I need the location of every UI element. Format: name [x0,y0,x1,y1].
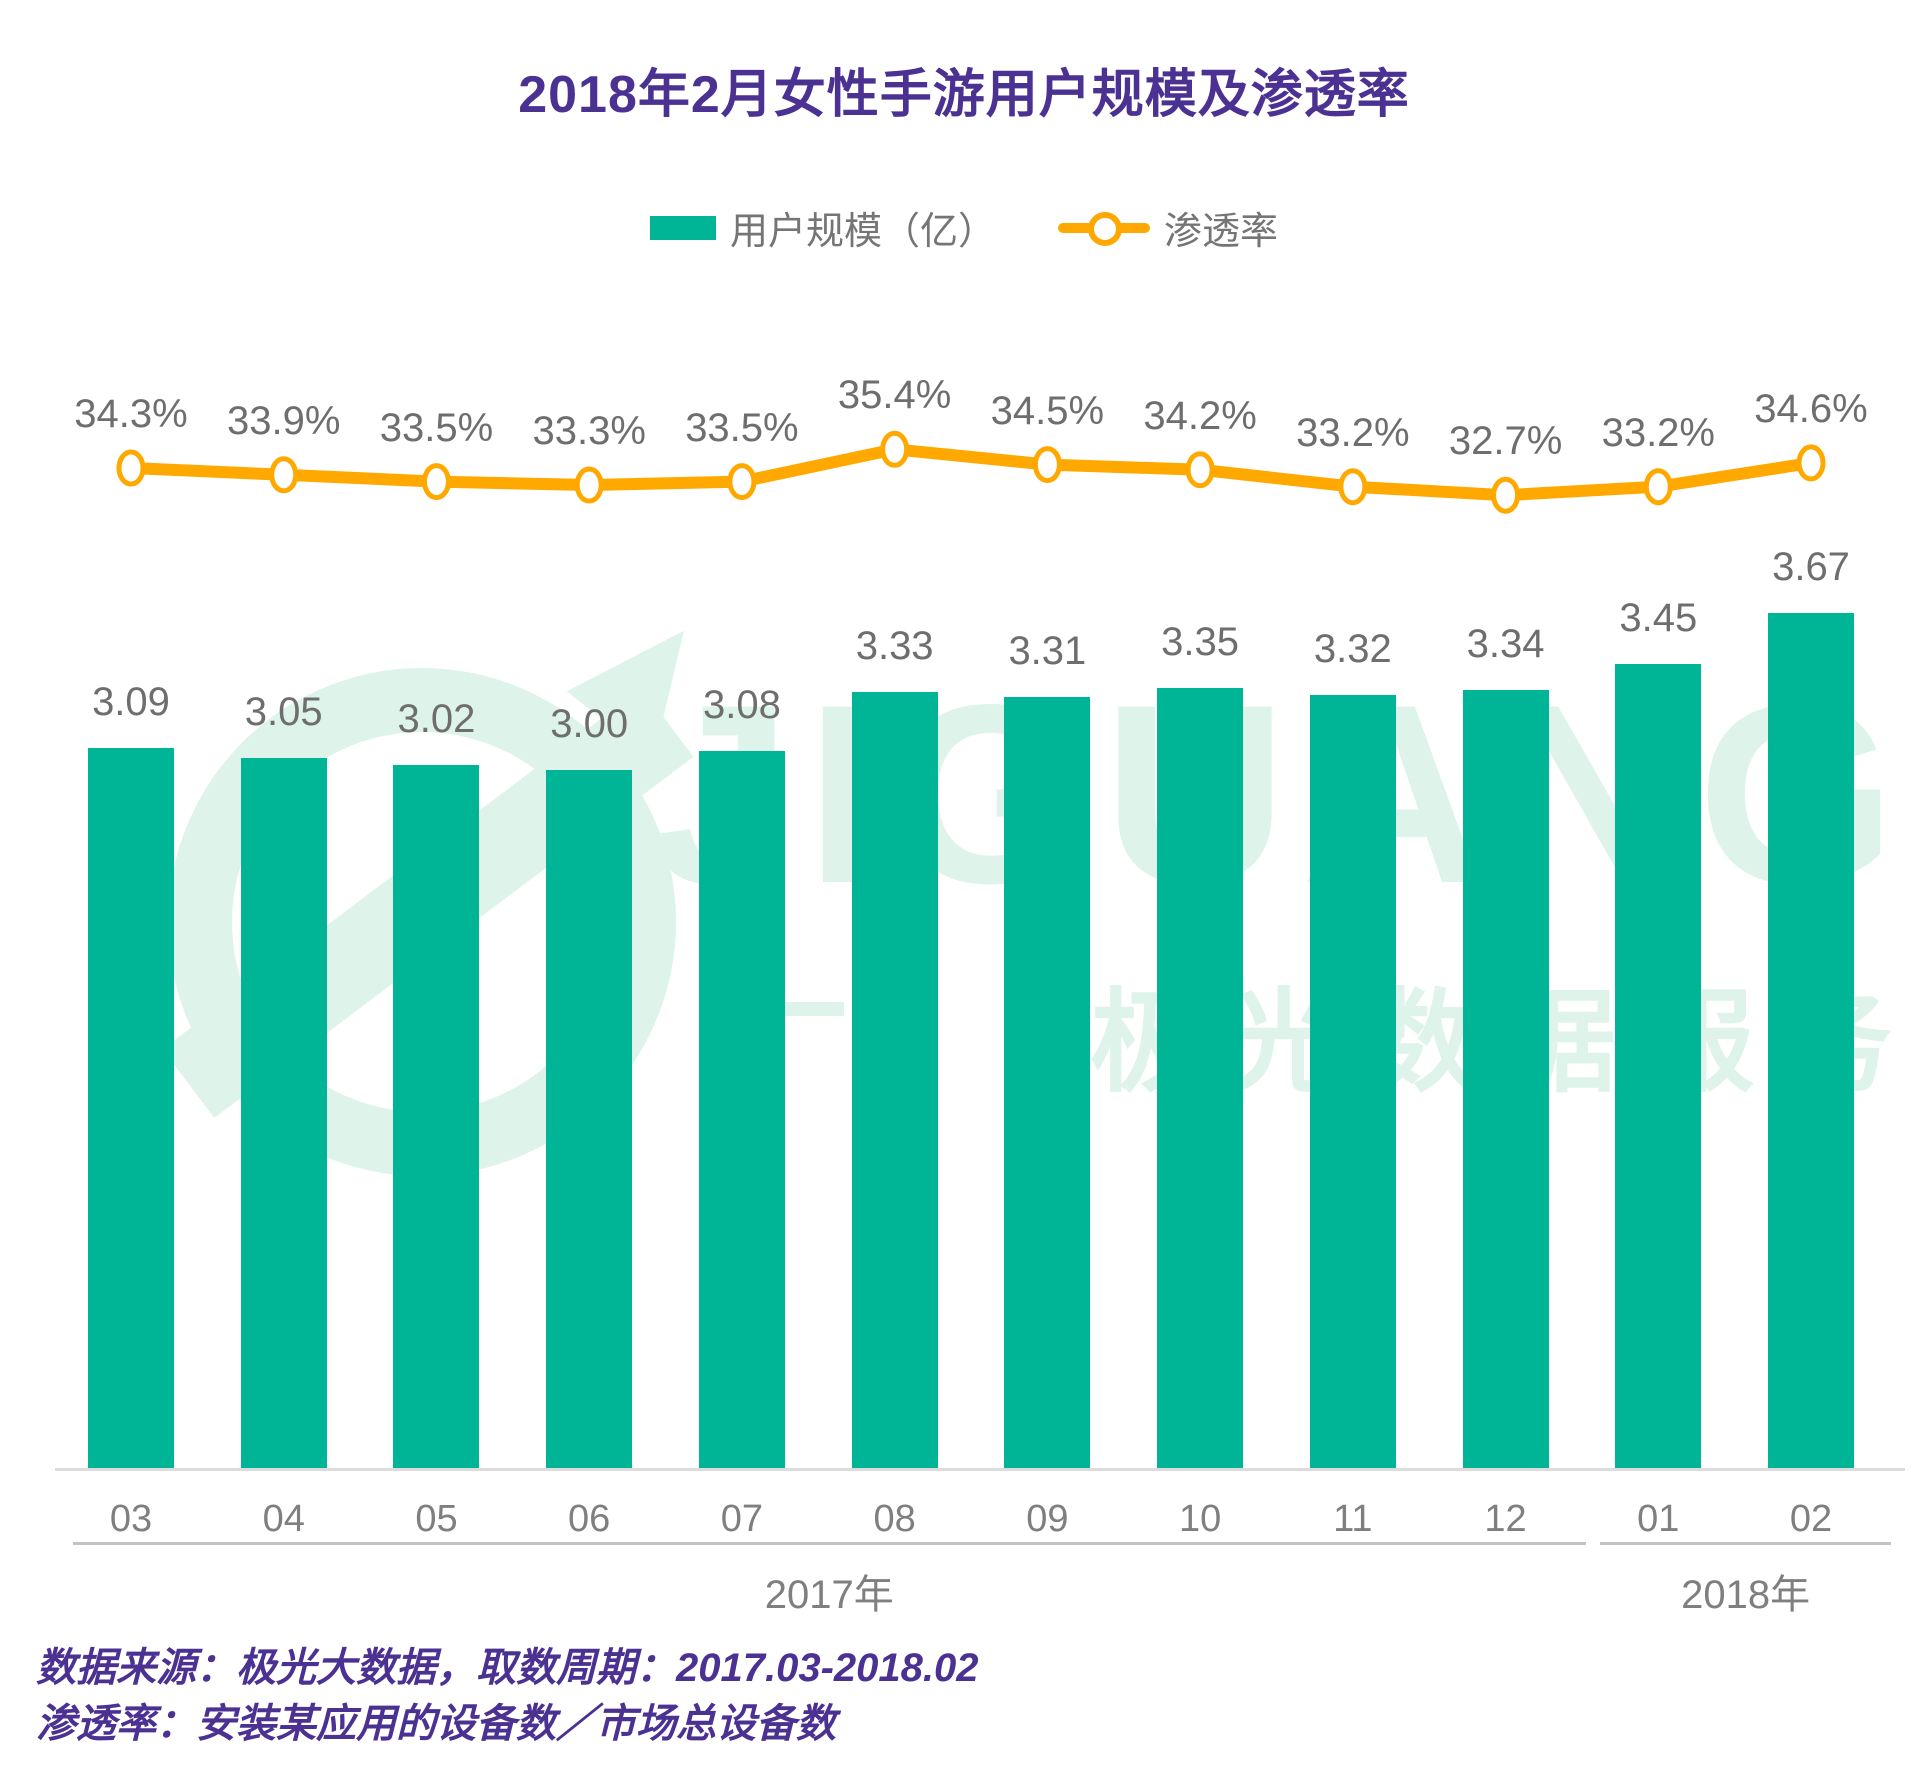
legend-bar-label: 用户规模（亿） [729,211,996,253]
percent-label: 33.2% [1601,410,1715,455]
bar-02 [1768,613,1855,1470]
percent-label: 34.6% [1754,386,1868,431]
footer-source-note: 数据来源：极光大数据，取数周期：2017.03-2018.02 [36,1646,979,1690]
bar-06 [546,769,633,1470]
line-marker [727,463,757,501]
line-marker [269,456,299,494]
bar-value-label: 3.02 [397,696,476,741]
page-title: 2018年2月女性手游用户规模及渗透率 [518,66,1410,124]
month-label-06: 06 [568,1498,611,1540]
bar-value-label: 3.32 [1313,626,1392,671]
line-marker [1643,468,1673,506]
year-group-divider [73,1542,1586,1545]
bar-12 [1462,690,1549,1470]
bar-value-label: 3.31 [1008,629,1087,674]
month-label-02: 02 [1789,1498,1833,1540]
month-label-07: 07 [720,1498,764,1540]
percent-label: 34.3% [74,392,188,436]
percent-label: 34.5% [990,388,1105,433]
line-marker [1338,468,1368,506]
bar-11 [1309,694,1396,1470]
line-series-dot [1088,211,1122,246]
month-label-10: 10 [1178,1498,1222,1540]
month-label-05: 05 [415,1498,458,1540]
bar-08 [851,692,938,1470]
year-label: 2017年 [764,1573,894,1617]
bar-04 [240,757,327,1470]
month-label-08: 08 [873,1498,916,1540]
year-label: 2018年 [1681,1573,1811,1617]
penetration-polyline [125,443,1818,502]
line-marker [880,430,910,468]
bar-05 [393,764,480,1470]
bar-value-label: 3.45 [1619,596,1698,641]
percent-label: 33.9% [227,398,341,443]
percent-label: 33.3% [532,409,646,453]
line-marker [1032,446,1062,484]
bar-01 [1615,664,1702,1470]
percent-label: 33.5% [379,405,494,450]
footer-definition-note: 渗透率：安装某应用的设备数／市场总设备数 [36,1702,836,1746]
bar-value-label: 3.00 [550,701,629,746]
bar-09 [1004,697,1091,1470]
line-series-marker-icon [1058,211,1150,246]
month-label-01: 01 [1637,1498,1680,1540]
legend-item-line-series: 渗透率 [1058,200,1278,255]
year-group-divider [1600,1542,1892,1545]
bar-03 [88,748,174,1470]
chart-legend: 用户规模（亿） 渗透率 [0,200,1928,255]
line-marker [574,466,604,504]
bar-value-label: 3.33 [855,624,934,669]
legend-item-bar-series: 用户规模（亿） [649,200,996,255]
percent-label: 35.4% [837,373,952,418]
footer-notes: 数据来源：极光大数据，取数周期：2017.03-2018.02 渗透率：安装某应… [36,1640,979,1752]
bar-value-label: 3.67 [1772,545,1850,590]
month-label-03: 03 [109,1498,153,1540]
bar-value-label: 3.34 [1466,622,1545,667]
month-label-09: 09 [1026,1498,1069,1540]
bar-value-label: 3.05 [244,689,323,734]
month-label-12: 12 [1484,1498,1527,1540]
line-marker [116,449,146,487]
percent-label: 33.5% [685,405,799,450]
percent-label: 34.2% [1143,393,1257,438]
bar-value-label: 3.09 [92,680,170,725]
bar-10 [1157,687,1244,1470]
line-marker [421,463,451,501]
bar-07 [698,750,785,1470]
legend-line-label: 渗透率 [1164,211,1279,253]
x-axis-baseline [55,1468,1905,1471]
line-marker [1796,444,1826,482]
month-label-11: 11 [1333,1498,1373,1540]
bar-value-label: 3.35 [1161,619,1240,664]
bar-series-swatch-icon [649,215,716,240]
line-marker [1185,451,1215,489]
month-label-04: 04 [262,1498,305,1540]
line-marker [1491,476,1521,514]
bar-value-label: 3.08 [702,682,781,727]
percent-label: 33.2% [1296,410,1410,455]
percent-label: 32.7% [1448,419,1563,464]
